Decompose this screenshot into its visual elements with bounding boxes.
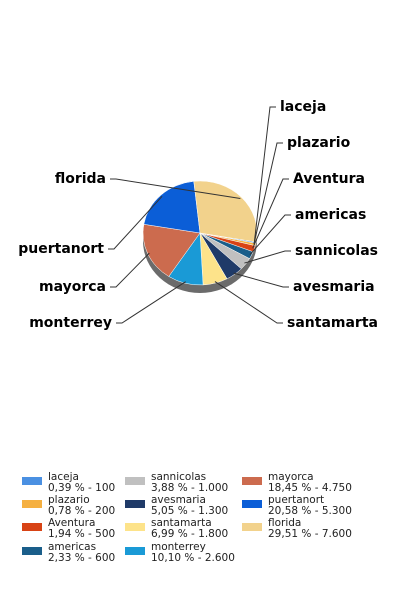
legend-value: 3,88 % - 1.000 (151, 482, 228, 494)
legend-label: americas (48, 541, 96, 553)
legend-label: Aventura (48, 517, 95, 529)
slice-label: Aventura (293, 171, 365, 187)
pie-slice (193, 180, 258, 243)
slice-label: laceja (280, 99, 326, 115)
slice-label: mayorca (39, 279, 106, 295)
pie-slice (142, 223, 201, 277)
slice-label: avesmaria (293, 279, 375, 295)
leader-line (249, 214, 291, 255)
leader-line (252, 178, 289, 249)
legend-label: florida (268, 517, 301, 529)
legend-label: monterrey (151, 541, 206, 553)
legend-value: 0,39 % - 100 (48, 482, 115, 494)
legend-value: 6,99 % - 1.800 (151, 528, 228, 540)
pie-slice (143, 181, 201, 234)
legend-value: 2,33 % - 600 (48, 552, 115, 564)
legend-value: 20,58 % - 5.300 (268, 505, 352, 517)
legend-value: 0,78 % - 200 (48, 505, 115, 517)
slice-label: florida (55, 171, 106, 187)
legend-swatch (242, 523, 262, 531)
leader-line (110, 178, 241, 200)
legend-swatch (22, 547, 42, 555)
legend-swatch (125, 500, 145, 508)
legend-swatch (22, 523, 42, 531)
legend-value: 1,94 % - 500 (48, 528, 115, 540)
leader-line (214, 281, 283, 324)
legend-swatch (125, 523, 145, 531)
legend-swatch (22, 500, 42, 508)
legend-value: 10,10 % - 2.600 (151, 552, 235, 564)
leader-line (108, 195, 163, 250)
legend-value: 5,05 % - 1.300 (151, 505, 228, 517)
legend-swatch (22, 477, 42, 485)
leader-line (233, 272, 289, 288)
legend-swatch (242, 500, 262, 508)
legend-label: sannicolas (151, 471, 206, 483)
slice-label: americas (295, 207, 366, 223)
legend-value: 18,45 % - 4.750 (268, 482, 352, 494)
legend-value: 29,51 % - 7.600 (268, 528, 352, 540)
slice-label: monterrey (29, 315, 112, 331)
legend-label: plazario (48, 494, 90, 506)
legend-label: laceja (48, 471, 79, 483)
slice-label: puertanort (18, 241, 104, 257)
slice-label: plazario (287, 135, 351, 151)
leader-line (116, 281, 186, 324)
legend-label: puertanort (268, 494, 324, 506)
slice-label: sannicolas (295, 243, 378, 259)
leader-line (253, 106, 276, 243)
legend-swatch (242, 477, 262, 485)
leader-line (110, 252, 150, 288)
legend-label: mayorca (268, 471, 314, 483)
leader-line (244, 250, 291, 264)
slice-label: santamarta (287, 315, 378, 331)
legend-label: santamarta (151, 517, 212, 529)
legend-swatch (125, 477, 145, 485)
legend-label: avesmaria (151, 494, 206, 506)
leader-line (253, 142, 283, 245)
legend-swatch (125, 547, 145, 555)
